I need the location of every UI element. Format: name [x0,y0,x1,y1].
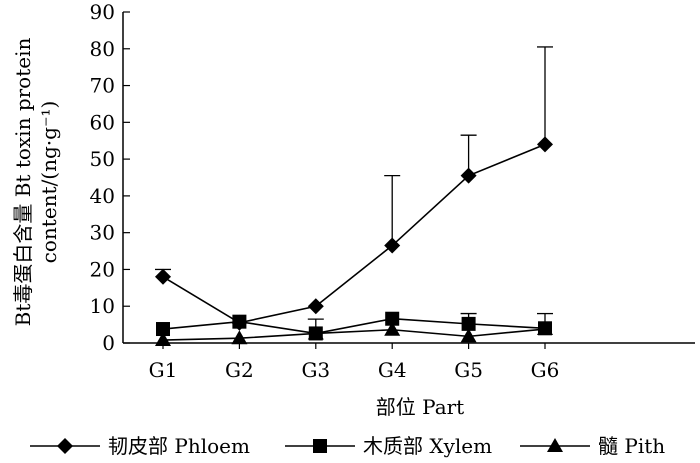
legend-marker-diamond [57,438,73,454]
y-tick-label: 50 [90,147,115,171]
y-tick-label: 20 [90,257,115,281]
series-line [162,317,546,335]
y-tick-label: 0 [102,331,115,355]
y-tick-label: 90 [90,0,115,24]
data-point-square [156,322,170,337]
series-group [155,136,553,347]
x-tick-label: G3 [301,358,330,382]
series-diamond [155,136,553,331]
data-point-diamond [307,298,324,315]
x-tick-label: G2 [225,358,254,382]
data-point-square [461,316,476,331]
series-line [162,143,546,324]
y-tick-label: 60 [90,110,115,134]
y-tick-label: 30 [90,221,115,245]
data-point-triangle [155,332,171,347]
x-axis-label: 部位 Part [376,395,464,419]
y-axis-label-line-1: Bt毒蛋白含量 Bt toxin protein [11,38,35,327]
y-axis-label: Bt毒蛋白含量 Bt toxin protein content/(ng·g⁻¹… [11,38,61,327]
data-point-square [232,314,247,329]
x-tick-label: G6 [531,358,560,382]
series-square [156,311,552,341]
data-point-diamond [460,167,477,184]
series-line [162,328,546,341]
data-point-triangle [384,321,401,336]
data-point-diamond [155,268,171,285]
data-point-triangle [307,325,324,340]
x-tick-label: G5 [454,358,483,382]
error-bars [155,46,553,334]
legend-marker-triangle [547,438,563,452]
y-tick-label: 80 [90,37,115,61]
legend-item: 木质部 Xylem [285,434,492,458]
data-point-square [385,311,400,326]
legend: 韧皮部 Phloem 木质部 Xylem 髓 Pith [30,434,665,458]
y-tick-label: 40 [90,184,115,208]
x-ticks: G1 G2 G3 G4 G5 G6 [149,343,560,382]
data-point-triangle [460,328,477,343]
axes [122,12,695,344]
series-triangle [155,321,553,347]
legend-label: 韧皮部 Phloem [108,434,250,458]
legend-item: 髓 Pith [520,434,665,458]
data-point-diamond [537,136,553,153]
legend-item: 韧皮部 Phloem [30,434,250,458]
y-ticks: 0 10 20 30 40 50 60 70 80 90 [90,0,130,355]
legend-label: 木质部 Xylem [363,434,492,458]
data-point-diamond [384,237,401,254]
y-tick-label: 70 [90,74,115,98]
legend-label: 髓 Pith [598,434,665,458]
y-axis-label-line-2: content/(ng·g⁻¹) [37,101,61,264]
x-tick-label: G4 [378,358,407,382]
data-point-triangle [231,330,248,345]
x-tick-label: G1 [149,358,178,382]
data-point-triangle [537,321,553,336]
y-tick-label: 10 [90,294,115,318]
legend-marker-square [313,439,327,453]
